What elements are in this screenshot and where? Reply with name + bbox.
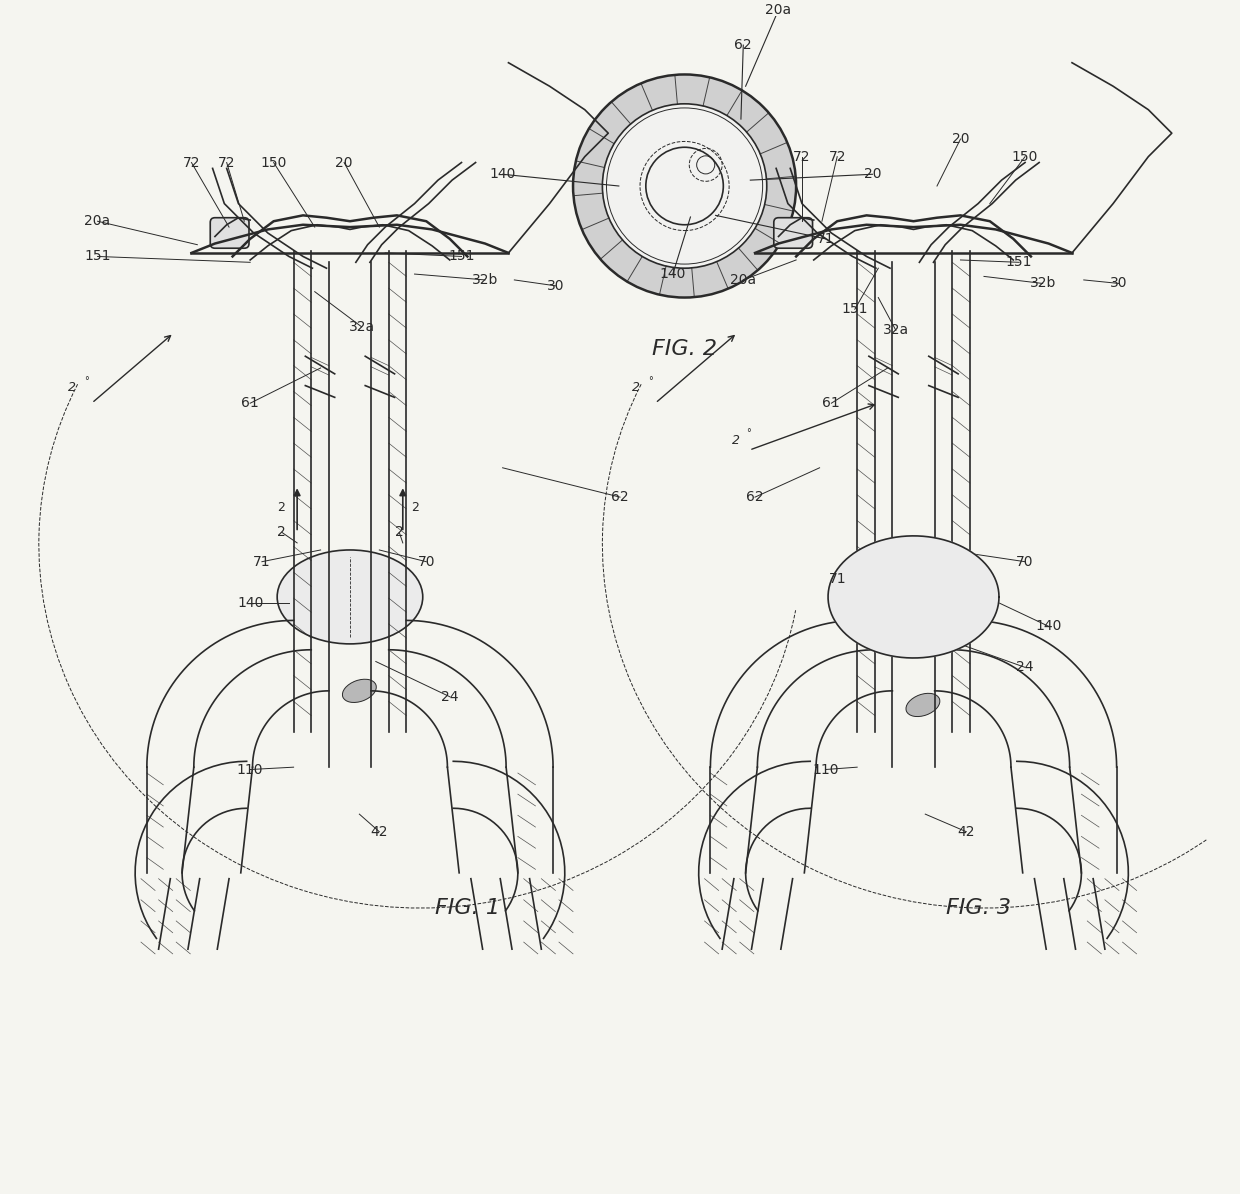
Text: 62: 62 (734, 38, 753, 53)
Text: 71: 71 (828, 572, 846, 586)
Text: 20a: 20a (84, 214, 110, 228)
Text: 151: 151 (1006, 256, 1033, 270)
Text: 62: 62 (746, 490, 764, 504)
Text: 72: 72 (794, 149, 811, 164)
Text: 20: 20 (335, 155, 353, 170)
Text: 20: 20 (864, 167, 882, 181)
Text: °: ° (84, 376, 89, 387)
Text: 2: 2 (278, 501, 285, 515)
Text: 24: 24 (441, 690, 459, 703)
Text: 32b: 32b (1029, 277, 1055, 290)
Circle shape (573, 74, 796, 297)
Text: 151: 151 (448, 250, 475, 264)
Text: 62: 62 (611, 490, 629, 504)
Circle shape (603, 104, 766, 269)
Text: 151: 151 (842, 302, 868, 316)
Text: 20a: 20a (765, 2, 791, 17)
Text: °: ° (745, 429, 750, 438)
Text: 2: 2 (410, 501, 419, 515)
Text: 20: 20 (952, 133, 970, 146)
Text: 140: 140 (490, 167, 516, 181)
Text: 140: 140 (660, 267, 686, 281)
Text: 72: 72 (182, 155, 200, 170)
Text: 110: 110 (237, 763, 263, 776)
Text: 32b: 32b (471, 273, 498, 287)
Ellipse shape (278, 550, 423, 644)
Text: 70: 70 (1017, 555, 1034, 568)
Text: 61: 61 (822, 396, 841, 411)
Text: 71: 71 (817, 232, 835, 246)
Text: 20a: 20a (730, 273, 756, 287)
Text: 2: 2 (732, 435, 739, 448)
Text: 150: 150 (1012, 149, 1038, 164)
Text: 72: 72 (218, 155, 236, 170)
Text: 30: 30 (547, 279, 564, 293)
Text: 151: 151 (84, 250, 110, 264)
Text: 140: 140 (1035, 620, 1061, 633)
Text: 24: 24 (1017, 660, 1034, 675)
Text: FIG. 2: FIG. 2 (652, 339, 717, 358)
Ellipse shape (906, 694, 940, 716)
Text: 150: 150 (260, 155, 286, 170)
Text: °: ° (649, 376, 653, 387)
Text: 32a: 32a (348, 320, 374, 334)
Text: 72: 72 (828, 149, 846, 164)
FancyBboxPatch shape (211, 217, 249, 248)
Text: 61: 61 (242, 396, 259, 411)
Text: 2: 2 (278, 525, 286, 540)
Text: 140: 140 (237, 596, 263, 610)
Text: FIG. 1: FIG. 1 (435, 898, 500, 918)
Text: 2: 2 (394, 525, 404, 540)
Ellipse shape (342, 679, 376, 702)
Text: 42: 42 (371, 825, 388, 838)
FancyBboxPatch shape (774, 217, 812, 248)
Text: 71: 71 (253, 555, 270, 568)
Text: 42: 42 (957, 825, 975, 838)
Text: 70: 70 (418, 555, 435, 568)
Text: 2: 2 (631, 381, 640, 394)
Polygon shape (828, 536, 999, 658)
Text: 32a: 32a (883, 324, 909, 338)
Text: 110: 110 (812, 763, 838, 776)
Text: FIG. 3: FIG. 3 (946, 898, 1011, 918)
Text: 2: 2 (68, 381, 76, 394)
Text: 30: 30 (1110, 277, 1127, 290)
